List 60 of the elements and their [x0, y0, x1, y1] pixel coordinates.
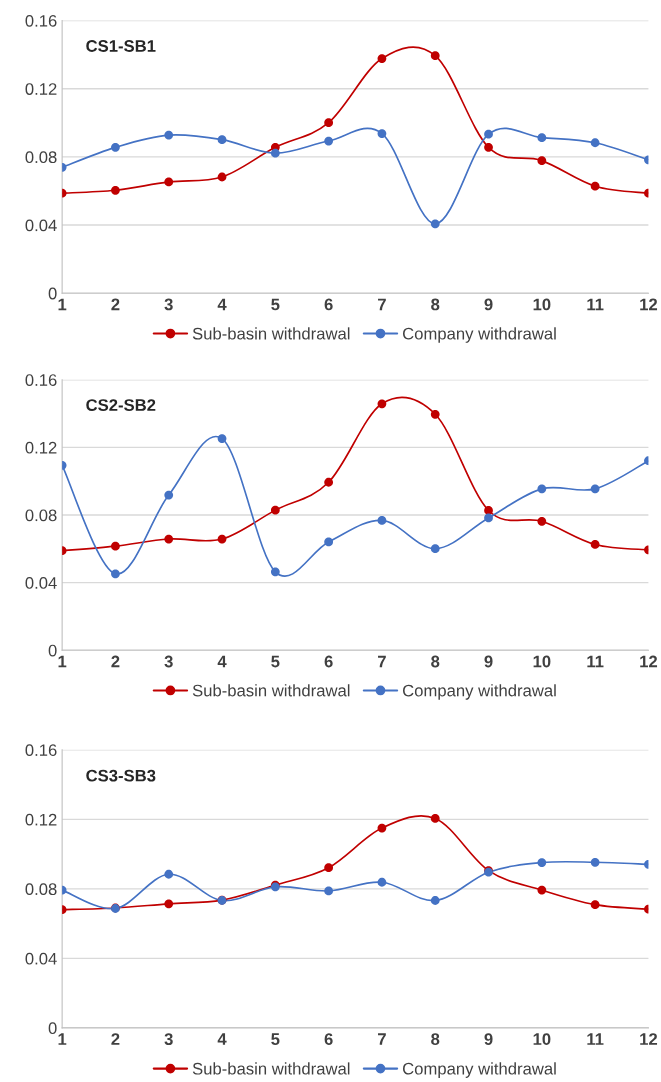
- text: CS2-SB2: [86, 399, 156, 411]
- y-tick-label: 0.12: [25, 441, 57, 454]
- x-tick-label: 4: [217, 298, 227, 311]
- x-tick-label: 1: [58, 298, 67, 311]
- x-tick-label: 5: [271, 655, 280, 668]
- x-tick-label: 1: [58, 1033, 67, 1045]
- x-tick-label: 9: [484, 1033, 493, 1045]
- legend-label: Company withdrawal: [402, 684, 556, 700]
- x-tick-label: 1: [58, 655, 67, 668]
- legend-label: Sub-basin withdrawal: [192, 684, 350, 697]
- x-tick-label: 6: [324, 1033, 333, 1045]
- x-tick-label: 4: [217, 655, 227, 668]
- x-tick-label: 11: [587, 655, 604, 668]
- text: CS3-SB3: [86, 769, 156, 782]
- y-tick-label: 0.12: [25, 813, 57, 826]
- y-tick-label: 0.04: [25, 219, 57, 232]
- y-tick-label: 0.16: [25, 744, 57, 757]
- y-tick-label: 0.04: [25, 577, 57, 589]
- x-tick-label: 6: [324, 298, 333, 311]
- x-tick-label: 2: [111, 1033, 120, 1045]
- y-tick-label: 0.04: [25, 952, 57, 965]
- x-tick-label: 7: [378, 298, 386, 311]
- legend-label: Sub-basin withdrawal: [192, 327, 350, 340]
- x-tick-label: 9: [484, 298, 493, 311]
- y-tick-label: 0.08: [25, 151, 57, 164]
- x-tick-label: 5: [271, 1033, 280, 1045]
- legend-label: Company withdrawal: [402, 1062, 556, 1078]
- x-tick-label: 10: [533, 1033, 551, 1045]
- x-tick-label: 12: [640, 1033, 658, 1045]
- x-tick-label: 7: [378, 1033, 386, 1045]
- x-tick-label: 10: [533, 655, 551, 668]
- x-tick-label: 4: [217, 1033, 227, 1045]
- y-tick-label: 0: [48, 1022, 57, 1035]
- x-tick-label: 6: [324, 655, 333, 668]
- x-tick-label: 2: [111, 298, 120, 311]
- x-tick-label: 9: [484, 655, 493, 668]
- x-tick-label: 3: [164, 1033, 173, 1046]
- x-tick-label: 10: [533, 298, 551, 311]
- legend-label: Sub-basin withdrawal: [192, 1062, 350, 1075]
- y-tick-label: 0: [48, 287, 57, 300]
- x-tick-label: 12: [640, 655, 658, 668]
- x-tick-label: 8: [431, 655, 440, 668]
- x-tick-label: 12: [640, 298, 658, 311]
- y-tick-label: 0.16: [25, 374, 57, 386]
- text: CS1-SB1: [86, 40, 156, 52]
- x-tick-label: 8: [431, 1033, 440, 1045]
- y-tick-label: 0.12: [25, 83, 57, 95]
- x-tick-label: 11: [587, 298, 604, 311]
- y-tick-label: 0.16: [25, 14, 57, 27]
- x-tick-label: 11: [587, 1033, 604, 1045]
- y-tick-label: 0: [48, 644, 57, 657]
- y-tick-label: 0.08: [25, 509, 57, 522]
- x-tick-label: 5: [271, 298, 280, 311]
- x-tick-label: 3: [164, 298, 173, 311]
- x-tick-label: 3: [164, 655, 173, 668]
- y-tick-label: 0.08: [25, 883, 57, 896]
- x-tick-label: 2: [111, 655, 120, 668]
- x-tick-label: 7: [378, 655, 386, 668]
- x-tick-label: 8: [431, 298, 440, 311]
- legend-label: Company withdrawal: [402, 327, 556, 343]
